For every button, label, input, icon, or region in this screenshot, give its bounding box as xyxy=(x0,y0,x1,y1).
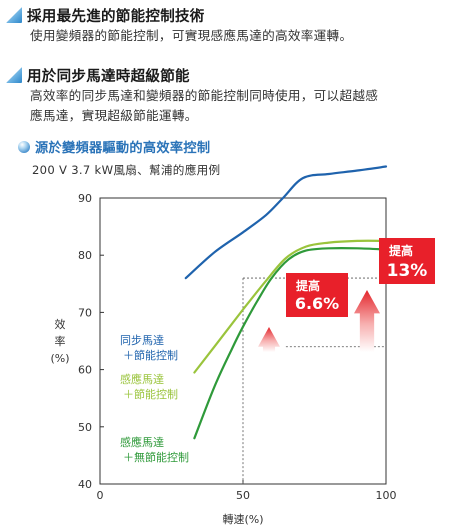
small-up-arrow xyxy=(258,327,280,352)
sphere-bullet-icon xyxy=(18,140,30,153)
y-tick-label: 80 xyxy=(78,249,92,262)
callout-13 xyxy=(379,238,435,284)
chart-caption: 200 V 3.7 kW風扇、幫浦的應用例 xyxy=(32,163,221,177)
x-tick-label: 100 xyxy=(376,489,397,502)
induction-noctrl-series-line xyxy=(193,247,388,440)
y-axis-label-line: (%) xyxy=(50,352,69,365)
callout-label-top: 提高 xyxy=(389,243,413,258)
y-axis-label-line: 率 xyxy=(55,334,66,348)
series-label-line: ＋無節能控制 xyxy=(123,450,189,464)
induction-ctrl-series-line xyxy=(193,239,388,374)
section-text-line: 高效率的同步馬達和變頻器的節能控制同時使用，可以超越感 xyxy=(30,88,379,103)
y-tick-label: 90 xyxy=(78,192,92,205)
section-text-line: 應馬達，實現超級節能運轉。 xyxy=(30,108,198,123)
sync-motor-series-line xyxy=(184,165,388,280)
series-label-line: 同步馬達 xyxy=(120,334,164,347)
callout-label-value: 13% xyxy=(387,261,428,281)
series-label-line: 感應馬達 xyxy=(120,435,164,449)
y-tick-label: 40 xyxy=(78,478,92,491)
induction-noctrl-label: 感應馬達＋無節能控制 xyxy=(120,435,189,464)
sync-motor-label: 同步馬達＋節能控制 xyxy=(120,334,178,362)
subheading-text: 源於變頻器驅動的高效率控制 xyxy=(35,141,211,156)
y-tick-label: 50 xyxy=(78,421,92,434)
section-title: 採用最先進的節能控制技術 xyxy=(27,8,205,25)
x-axis-label: 轉速(%) xyxy=(222,513,263,526)
chart-subheading: 源於變頻器驅動的高效率控制 xyxy=(18,137,210,156)
x-tick-label: 0 xyxy=(97,489,104,502)
section-energy-saving: 採用最先進的節能控制技術 使用變頻器的節能控制，可實現感應馬達的高效率運轉。 xyxy=(6,4,446,46)
section-text-line: 使用變頻器的節能控制，可實現感應馬達的高效率運轉。 xyxy=(30,28,353,43)
induction-ctrl-label: 感應馬達＋節能控制 xyxy=(120,372,178,401)
y-axis-label-line: 效 xyxy=(55,317,66,331)
callout-label-top: 提高 xyxy=(296,278,320,293)
y-axis-label: 效率 (%) xyxy=(50,317,69,365)
series-label-line: ＋節能控制 xyxy=(123,387,178,401)
callout-label-value: 6.6% xyxy=(295,294,339,313)
series-label-line: ＋節能控制 xyxy=(123,348,178,362)
y-tick-label: 70 xyxy=(78,306,92,319)
section-super-saving: 用於同步馬達時超級節能 高效率的同步馬達和變頻器的節能控制同時使用，可以超越感 … xyxy=(6,64,446,126)
callout-6-6 xyxy=(286,273,348,317)
large-up-arrow xyxy=(354,290,380,352)
x-tick-label: 50 xyxy=(236,489,250,502)
series-label-line: 感應馬達 xyxy=(120,372,164,386)
section-title: 用於同步馬達時超級節能 xyxy=(27,68,190,85)
y-tick-label: 60 xyxy=(78,364,92,377)
